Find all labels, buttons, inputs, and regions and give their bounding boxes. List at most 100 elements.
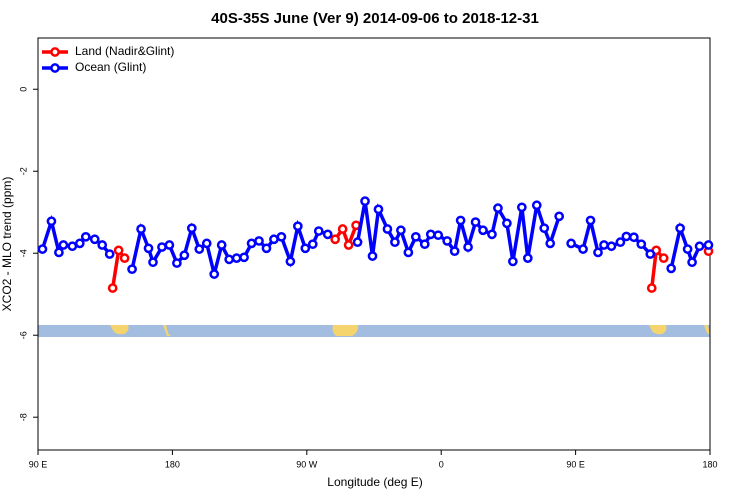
data-point bbox=[403, 247, 414, 258]
data-point bbox=[113, 245, 124, 256]
data-point bbox=[425, 229, 436, 240]
data-point bbox=[449, 246, 460, 257]
data-point bbox=[463, 242, 473, 252]
data-point bbox=[487, 229, 497, 240]
data-point bbox=[239, 252, 249, 263]
x-tick-label: 180 bbox=[702, 459, 717, 469]
y-tick-label: -4 bbox=[18, 249, 28, 257]
data-point bbox=[566, 238, 576, 249]
data-point bbox=[352, 237, 363, 248]
data-point bbox=[396, 225, 406, 236]
data-point bbox=[703, 240, 714, 250]
data-point bbox=[67, 241, 78, 252]
data-point bbox=[107, 283, 118, 293]
data-point bbox=[300, 243, 311, 254]
legend-marker bbox=[50, 47, 60, 57]
data-point bbox=[164, 240, 175, 250]
data-point bbox=[645, 249, 656, 259]
data-point bbox=[209, 269, 220, 279]
data-point bbox=[593, 247, 603, 258]
data-point bbox=[410, 231, 421, 242]
legend-label: Land (Nadir&Glint) bbox=[75, 44, 174, 58]
data-point bbox=[621, 231, 632, 242]
data-point bbox=[292, 221, 303, 232]
data-point bbox=[194, 244, 205, 254]
data-point bbox=[285, 256, 296, 267]
data-point bbox=[119, 253, 130, 263]
data-point bbox=[682, 244, 693, 254]
x-tick-label: 0 bbox=[439, 459, 444, 469]
data-point bbox=[186, 223, 197, 234]
data-point bbox=[478, 225, 488, 236]
data-point bbox=[578, 244, 588, 254]
y-tick-label: 0 bbox=[18, 87, 28, 92]
data-point bbox=[367, 251, 378, 261]
map-strip bbox=[38, 325, 710, 337]
data-point bbox=[74, 238, 85, 249]
data-point bbox=[37, 244, 48, 254]
data-point bbox=[254, 236, 264, 246]
data-point bbox=[224, 254, 234, 265]
data-point bbox=[508, 256, 518, 267]
data-point bbox=[694, 241, 705, 252]
data-point bbox=[502, 218, 512, 229]
data-point bbox=[687, 257, 697, 268]
data-point bbox=[307, 239, 318, 250]
x-tick-label: 90 W bbox=[296, 459, 318, 469]
data-point bbox=[675, 223, 685, 234]
data-point bbox=[545, 238, 556, 249]
data-point bbox=[313, 226, 324, 236]
data-point bbox=[201, 238, 212, 249]
data-point bbox=[276, 231, 287, 242]
data-point bbox=[46, 216, 57, 227]
data-point bbox=[628, 232, 639, 243]
data-point bbox=[261, 243, 272, 254]
data-point bbox=[455, 215, 466, 226]
data-point bbox=[97, 240, 108, 250]
series-line bbox=[355, 200, 561, 262]
data-point bbox=[373, 204, 384, 215]
data-point bbox=[615, 237, 626, 248]
data-point bbox=[58, 240, 69, 250]
x-axis-label: Longitude (deg E) bbox=[327, 475, 422, 489]
data-point bbox=[148, 257, 158, 268]
data-point bbox=[337, 224, 348, 234]
data-point bbox=[516, 202, 527, 213]
legend-label: Ocean (Glint) bbox=[75, 60, 146, 74]
data-point bbox=[585, 215, 596, 226]
y-tick-label: -6 bbox=[18, 331, 28, 339]
data-point bbox=[606, 241, 617, 252]
data-point bbox=[666, 263, 677, 274]
data-point bbox=[646, 283, 657, 293]
data-point bbox=[80, 231, 91, 242]
legend-marker bbox=[50, 63, 60, 73]
data-point bbox=[330, 234, 341, 245]
data-point bbox=[433, 230, 444, 241]
data-point bbox=[636, 239, 647, 250]
data-point bbox=[269, 234, 279, 245]
x-tick-label: 90 E bbox=[29, 459, 48, 469]
data-point bbox=[216, 240, 227, 250]
data-point bbox=[599, 240, 609, 250]
data-point bbox=[419, 239, 430, 250]
data-point bbox=[143, 243, 154, 254]
data-point bbox=[136, 224, 146, 234]
data-point bbox=[539, 223, 550, 234]
data-point bbox=[54, 247, 64, 258]
data-point bbox=[658, 253, 669, 263]
data-point bbox=[246, 238, 257, 249]
x-tick-label: 90 E bbox=[566, 459, 585, 469]
data-point bbox=[322, 229, 333, 240]
data-point bbox=[179, 250, 190, 261]
data-point bbox=[89, 234, 100, 245]
data-point bbox=[343, 240, 354, 250]
y-axis-label: XCO2 - MLO trend (ppm) bbox=[0, 177, 14, 312]
y-tick-label: -2 bbox=[18, 167, 28, 175]
data-point bbox=[390, 237, 400, 248]
data-point bbox=[554, 211, 565, 222]
data-point bbox=[157, 242, 167, 252]
series-line bbox=[333, 224, 358, 250]
x-tick-label: 180 bbox=[165, 459, 180, 469]
data-point bbox=[127, 264, 137, 275]
data-point bbox=[382, 224, 393, 234]
